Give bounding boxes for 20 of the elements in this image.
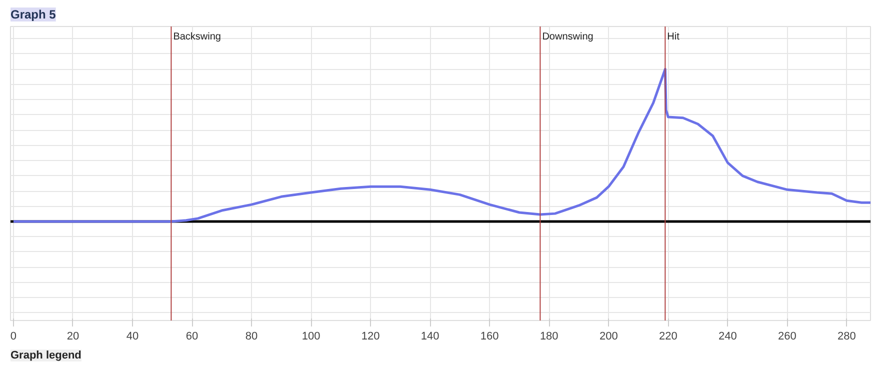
- text: Graph legend: [10, 350, 82, 362]
- x-tick-label: 60: [186, 330, 198, 342]
- x-tick-label: 120: [361, 330, 380, 342]
- x-tick-label: 80: [245, 330, 258, 342]
- x-tick-label: 180: [540, 330, 558, 342]
- x-tick-label: 140: [420, 330, 440, 342]
- x-tick-label: 160: [480, 330, 499, 342]
- ref-line-label: Downswing: [542, 32, 594, 42]
- x-tick-label: 220: [658, 330, 678, 342]
- x-tick-label: 20: [66, 330, 80, 342]
- x-tick-label: 0: [10, 330, 17, 342]
- x-tick-label: 240: [718, 330, 737, 342]
- x-tick-label: 40: [126, 330, 139, 342]
- ref-line-label: Backswing: [173, 32, 222, 42]
- x-tick-label: 200: [599, 330, 618, 342]
- x-tick-label: 260: [778, 330, 796, 342]
- ref-line-label: Hit: [667, 32, 680, 42]
- x-tick-label: 280: [838, 330, 856, 342]
- x-tick-label: 100: [302, 330, 320, 342]
- chart-title: Graph 5: [10, 8, 56, 22]
